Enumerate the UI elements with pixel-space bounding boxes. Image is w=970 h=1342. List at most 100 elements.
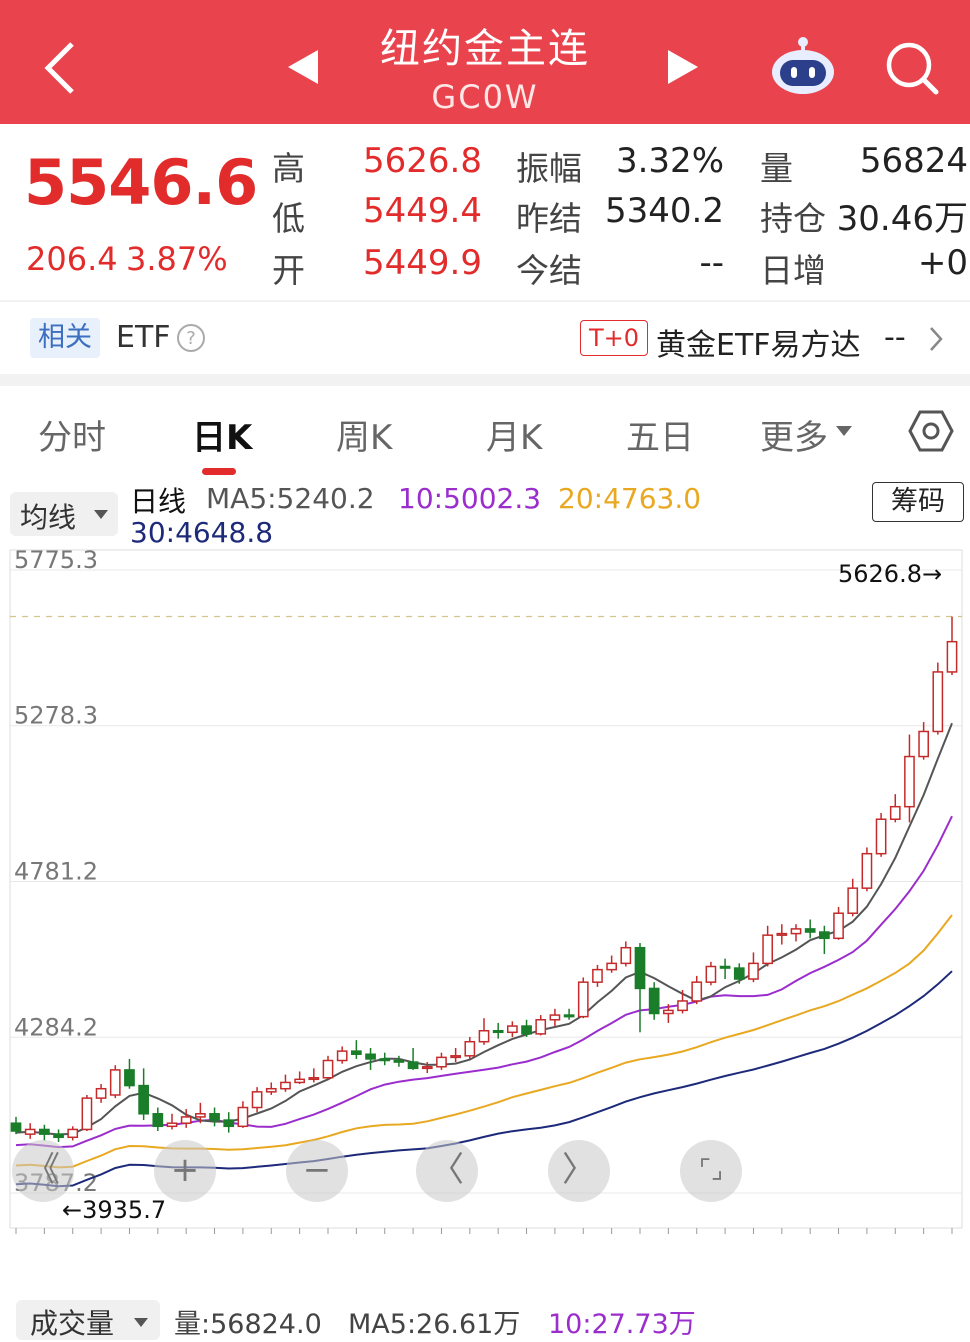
candle-up bbox=[308, 1076, 320, 1081]
caret-down-icon bbox=[836, 426, 852, 436]
volume-label: 量 bbox=[760, 149, 793, 188]
low-value: 5449.4 bbox=[363, 191, 482, 231]
tab-intraday[interactable]: 分时 bbox=[38, 418, 106, 458]
question-circle-icon[interactable]: ? bbox=[176, 323, 206, 353]
candle-up bbox=[109, 1069, 121, 1096]
candle-down bbox=[365, 1053, 376, 1060]
caret-down-icon bbox=[94, 510, 108, 519]
daily-increase-value: +0 bbox=[917, 243, 968, 283]
volume-text: 量:56824.0 bbox=[174, 1309, 322, 1340]
triangle-left-icon[interactable] bbox=[288, 50, 318, 84]
candle-up bbox=[478, 1029, 490, 1043]
candle-up bbox=[450, 1055, 461, 1059]
candle-up bbox=[620, 946, 632, 965]
candle-up bbox=[904, 755, 915, 808]
zoom-out-button[interactable]: − bbox=[286, 1140, 348, 1202]
ma30-value: 30:4648.8 bbox=[130, 516, 274, 549]
scroll-right-button[interactable]: 〉 bbox=[548, 1140, 610, 1202]
candle-up bbox=[705, 965, 717, 983]
triangle-right-icon[interactable] bbox=[668, 50, 698, 84]
candle-down bbox=[379, 1058, 391, 1062]
volume-selector[interactable]: 成交量 bbox=[16, 1300, 160, 1340]
candle-up bbox=[24, 1128, 36, 1135]
header-bar: 纽约金主连 GC0W bbox=[0, 0, 970, 124]
tab-more[interactable]: 更多 bbox=[760, 418, 828, 458]
volume-selector-label: 成交量 bbox=[30, 1307, 115, 1340]
candle-up bbox=[421, 1066, 433, 1070]
tab-weekly-k[interactable]: 周K bbox=[336, 418, 393, 458]
candlestick-chart[interactable]: 5775.35278.34781.24284.23787.25626.8→←39… bbox=[0, 540, 970, 1240]
candle-down bbox=[648, 987, 660, 1015]
active-tab-indicator bbox=[202, 468, 236, 475]
scroll-to-start-button[interactable]: 《 bbox=[12, 1140, 74, 1202]
candle-up bbox=[436, 1056, 447, 1068]
tab-monthly-k[interactable]: 月K bbox=[486, 418, 543, 458]
y-tick-label: 5775.3 bbox=[14, 546, 98, 574]
candle-down bbox=[393, 1059, 405, 1063]
candle-up bbox=[81, 1097, 93, 1131]
candle-down bbox=[209, 1113, 220, 1121]
low-label: 低 bbox=[272, 199, 305, 238]
caret-down-icon bbox=[134, 1318, 148, 1327]
volume-value: 56824 bbox=[859, 141, 968, 181]
candle-up bbox=[577, 981, 589, 1018]
tab-five-day[interactable]: 五日 bbox=[626, 418, 694, 458]
candle-up bbox=[691, 981, 703, 1002]
ma-title: 日线 bbox=[130, 485, 187, 518]
candle-down bbox=[351, 1050, 362, 1055]
candle-up bbox=[748, 962, 759, 980]
search-icon[interactable] bbox=[884, 40, 940, 96]
candle-up bbox=[889, 805, 901, 820]
candle-up bbox=[322, 1059, 334, 1079]
candle-down bbox=[733, 967, 745, 980]
ma5-value: MA5:5240.2 bbox=[206, 482, 375, 515]
ma-selector[interactable]: 均线 bbox=[10, 492, 118, 536]
chart-frame bbox=[9, 549, 963, 1229]
candle-up bbox=[776, 932, 788, 936]
candle-up bbox=[464, 1040, 476, 1057]
candle-down bbox=[521, 1025, 532, 1035]
amplitude-label: 振幅 bbox=[516, 149, 582, 188]
fullscreen-button[interactable]: ⌜⌟ bbox=[680, 1140, 742, 1202]
ma10-value: 10:5002.3 bbox=[398, 482, 542, 515]
contract-code: GC0W bbox=[431, 78, 539, 116]
candle-down bbox=[634, 946, 646, 990]
candle-up bbox=[549, 1014, 561, 1021]
candle-down bbox=[10, 1122, 22, 1132]
candle-up bbox=[67, 1128, 79, 1139]
candle-up bbox=[918, 730, 929, 758]
candle-up bbox=[180, 1116, 192, 1124]
max-price-label: 5626.8→ bbox=[838, 560, 942, 588]
candle-up bbox=[592, 968, 603, 983]
etf-name[interactable]: 黄金ETF易方达 bbox=[656, 328, 861, 363]
candle-up bbox=[762, 934, 773, 965]
candle-down bbox=[138, 1084, 149, 1115]
candle-up bbox=[535, 1019, 547, 1035]
scroll-left-button[interactable]: 〈 bbox=[416, 1140, 478, 1202]
candle-up bbox=[833, 912, 844, 940]
candle-up bbox=[251, 1091, 263, 1109]
candle-down bbox=[152, 1113, 164, 1128]
open-interest-value: 30.46万 bbox=[836, 199, 968, 239]
prev-settle-label: 昨结 bbox=[516, 199, 582, 238]
chevron-right-icon[interactable] bbox=[928, 326, 944, 352]
chevron-left-icon[interactable] bbox=[40, 40, 80, 96]
candle-up bbox=[875, 818, 887, 855]
candle-up bbox=[932, 671, 944, 733]
y-tick-label: 5278.3 bbox=[14, 702, 98, 730]
daily-increase-label: 日增 bbox=[760, 251, 826, 290]
price-change-pct: 3.87% bbox=[126, 240, 228, 278]
price-change: 206.4 bbox=[26, 240, 118, 278]
settings-hexagon-icon[interactable] bbox=[908, 408, 954, 454]
candle-up bbox=[861, 852, 873, 889]
section-divider bbox=[0, 374, 970, 386]
candle-up bbox=[237, 1106, 249, 1128]
open-value: 5449.9 bbox=[363, 243, 482, 283]
chips-button[interactable]: 筹码 bbox=[872, 482, 964, 522]
candle-up bbox=[336, 1050, 348, 1062]
robot-assistant-icon[interactable] bbox=[770, 36, 836, 96]
high-label: 高 bbox=[272, 149, 305, 188]
zoom-in-button[interactable]: + bbox=[154, 1140, 216, 1202]
t0-badge: T+0 bbox=[580, 320, 649, 356]
tab-daily-k[interactable]: 日K bbox=[192, 418, 253, 458]
